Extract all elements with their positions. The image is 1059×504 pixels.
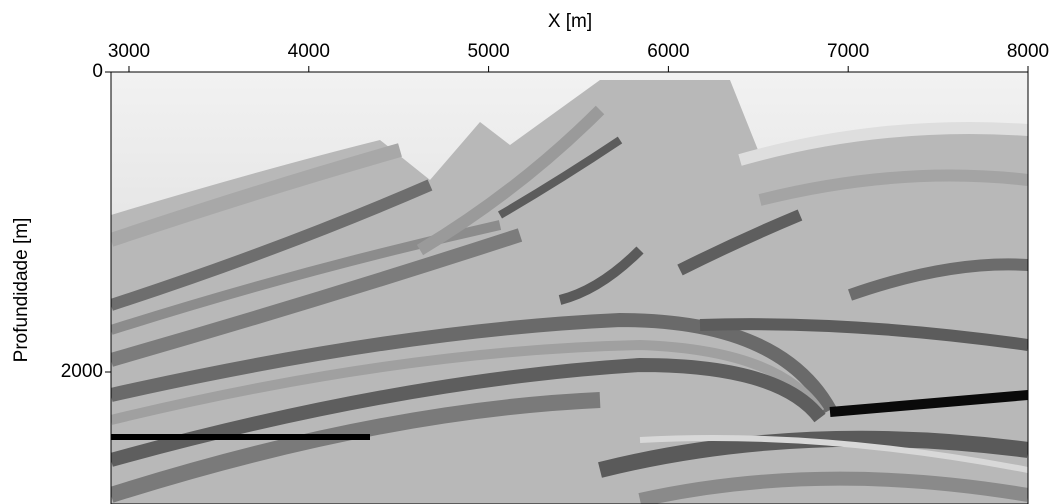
chart: X [m] Profundidade [m] 3000 4000 5000 6000 7… bbox=[0, 0, 1059, 504]
x-tick-label: 4000 bbox=[288, 41, 330, 62]
seismic-image bbox=[111, 72, 1028, 504]
x-axis-label: X [m] bbox=[548, 11, 592, 32]
y-axis-label: Profundidade [m] bbox=[11, 218, 32, 363]
y-tick-label: 2000 bbox=[61, 361, 103, 382]
x-tick-label: 7000 bbox=[827, 41, 869, 62]
y-tick-label: 0 bbox=[92, 61, 103, 82]
x-tick-label: 8000 bbox=[1007, 41, 1049, 62]
x-tick-label: 6000 bbox=[647, 41, 689, 62]
x-tick-label: 3000 bbox=[108, 41, 150, 62]
x-tick-label: 5000 bbox=[467, 41, 509, 62]
